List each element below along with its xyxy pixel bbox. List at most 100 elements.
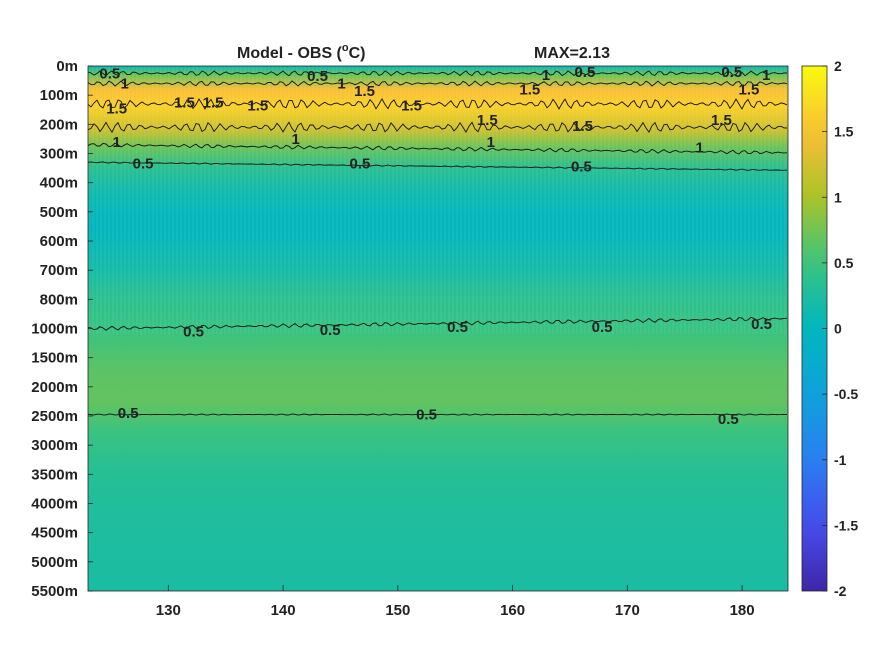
texture-stripe bbox=[336, 66, 338, 335]
texture-stripe bbox=[204, 66, 206, 335]
contour-label: 1.5 bbox=[477, 112, 498, 129]
colorbar-tick-label: 0 bbox=[834, 321, 842, 337]
texture-stripe bbox=[108, 66, 110, 335]
contour-label: 1.5 bbox=[739, 81, 760, 98]
texture-stripe bbox=[696, 66, 698, 335]
texture-stripe bbox=[128, 66, 130, 335]
texture-stripe bbox=[680, 66, 682, 335]
texture-stripe bbox=[440, 66, 442, 335]
texture-stripe bbox=[348, 66, 350, 335]
texture-stripe bbox=[408, 66, 410, 335]
texture-stripe bbox=[168, 66, 170, 335]
y-tick-label: 800m bbox=[40, 291, 78, 308]
texture-stripe bbox=[372, 66, 374, 335]
texture-stripe bbox=[464, 66, 466, 335]
colorbar-tick-label: 1.5 bbox=[834, 124, 854, 140]
texture-stripe bbox=[712, 66, 714, 335]
texture-stripe bbox=[512, 66, 514, 335]
texture-stripe bbox=[760, 66, 762, 335]
texture-stripe bbox=[144, 66, 146, 335]
texture-stripe bbox=[92, 66, 94, 335]
texture-stripe bbox=[292, 66, 294, 335]
texture-stripe bbox=[124, 66, 126, 335]
y-tick-label: 1000m bbox=[31, 321, 78, 338]
texture-stripe bbox=[452, 66, 454, 335]
texture-stripe bbox=[152, 66, 154, 335]
x-tick-label: 150 bbox=[385, 602, 410, 619]
texture-stripe bbox=[600, 66, 602, 335]
texture-stripe bbox=[388, 66, 390, 335]
y-tick-label: 4000m bbox=[31, 496, 78, 513]
texture-stripe bbox=[260, 66, 262, 335]
colorbar-tick-label: 0.5 bbox=[834, 255, 854, 271]
texture-stripe bbox=[396, 66, 398, 335]
contour-label: 1 bbox=[487, 134, 495, 151]
colorbar-tick-label: -1 bbox=[834, 452, 847, 468]
texture-stripe bbox=[668, 66, 670, 335]
chart-title-superscript: o bbox=[342, 42, 349, 54]
texture-stripe bbox=[780, 66, 782, 335]
contour-label: 1.5 bbox=[401, 97, 422, 114]
texture-stripe bbox=[224, 66, 226, 335]
texture-stripe bbox=[560, 66, 562, 335]
texture-stripe bbox=[432, 66, 434, 335]
texture-stripe bbox=[264, 66, 266, 335]
contour-label: 1.5 bbox=[572, 118, 593, 135]
texture-stripe bbox=[324, 66, 326, 335]
texture-stripe bbox=[568, 66, 570, 335]
texture-stripe bbox=[96, 66, 98, 335]
texture-stripe bbox=[208, 66, 210, 335]
texture-stripe bbox=[484, 66, 486, 335]
texture-stripe bbox=[660, 66, 662, 335]
texture-stripe bbox=[756, 66, 758, 335]
texture-stripe bbox=[708, 66, 710, 335]
texture-stripe bbox=[500, 66, 502, 335]
chart-title: Model - OBS (oC) bbox=[237, 42, 366, 62]
contour-label: 0.5 bbox=[718, 411, 739, 428]
heatmap-texture bbox=[88, 66, 786, 335]
texture-stripe bbox=[608, 66, 610, 335]
texture-stripe bbox=[564, 66, 566, 335]
texture-stripe bbox=[156, 66, 158, 335]
texture-stripe bbox=[280, 66, 282, 335]
texture-stripe bbox=[132, 66, 134, 335]
y-tick-label: 0m bbox=[56, 58, 78, 75]
texture-stripe bbox=[540, 66, 542, 335]
texture-stripe bbox=[740, 66, 742, 335]
texture-stripe bbox=[536, 66, 538, 335]
y-tick-label: 100m bbox=[40, 87, 78, 104]
contour-label: 0.5 bbox=[118, 405, 139, 422]
colorbar-tick-label: -1.5 bbox=[834, 517, 858, 533]
texture-stripe bbox=[196, 66, 198, 335]
texture-stripe bbox=[504, 66, 506, 335]
texture-stripe bbox=[112, 66, 114, 335]
contour-label: 1 bbox=[337, 76, 345, 93]
texture-stripe bbox=[768, 66, 770, 335]
contour-label: 0.5 bbox=[447, 319, 468, 336]
texture-stripe bbox=[444, 66, 446, 335]
texture-stripe bbox=[688, 66, 690, 335]
max-label: MAX=2.13 bbox=[534, 45, 610, 62]
texture-stripe bbox=[520, 66, 522, 335]
texture-stripe bbox=[612, 66, 614, 335]
texture-stripe bbox=[356, 66, 358, 335]
contour-line bbox=[87, 80, 788, 87]
texture-stripe bbox=[572, 66, 574, 335]
colorbar-tick-label: -2 bbox=[834, 583, 847, 599]
contour-label: 0.5 bbox=[574, 64, 595, 81]
contour-lines bbox=[87, 70, 788, 416]
texture-stripe bbox=[652, 66, 654, 335]
texture-stripe bbox=[304, 66, 306, 335]
texture-stripe bbox=[472, 66, 474, 335]
texture-stripe bbox=[220, 66, 222, 335]
contour-line bbox=[87, 161, 788, 171]
texture-stripe bbox=[776, 66, 778, 335]
texture-stripe bbox=[736, 66, 738, 335]
texture-stripe bbox=[248, 66, 250, 335]
contour-label: 1.5 bbox=[247, 97, 268, 114]
colorbar-ticks: 2 1.5 1 0.5 0 -0.5 -1 -1.5 -2 bbox=[822, 58, 858, 599]
texture-stripe bbox=[200, 66, 202, 335]
x-tick-label: 170 bbox=[615, 602, 640, 619]
contour-line bbox=[87, 121, 788, 134]
y-tick-label: 500m bbox=[40, 204, 78, 221]
